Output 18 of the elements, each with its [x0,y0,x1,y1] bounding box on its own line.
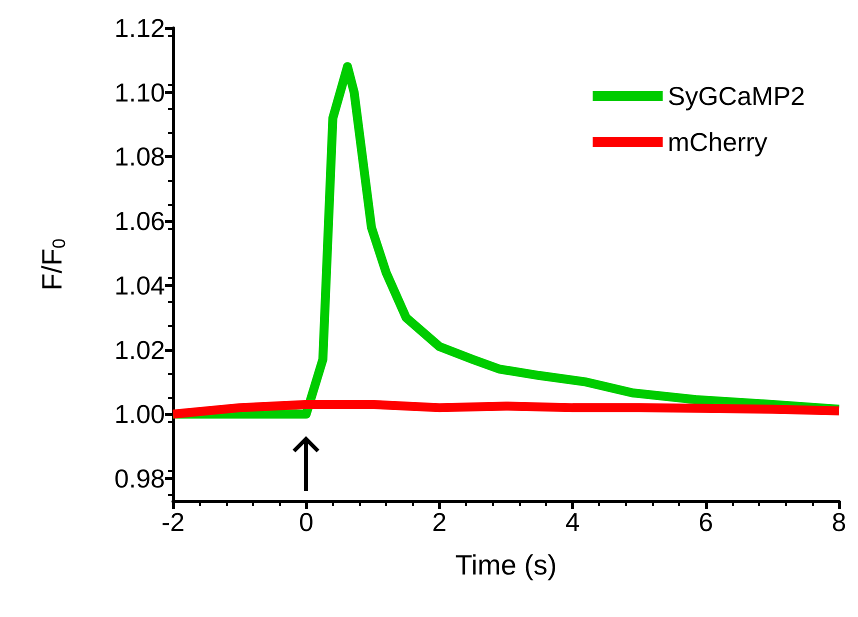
y-tick-label: 1.06 [114,206,165,236]
x-tick-label: 2 [432,507,447,537]
x-tick-label: 8 [832,507,846,537]
x-tick-label: 6 [698,507,714,537]
x-tick-label: 4 [565,507,580,537]
y-tick-label: 0.98 [114,463,165,494]
y-tick-label: 1.08 [114,142,165,172]
x-tick-label: -2 [161,507,185,537]
legend-label: SyGCaMP2 [668,81,806,111]
y-tick-label: 1.12 [114,13,165,43]
y-tick-label: 1.00 [114,399,165,430]
y-tick-label: 1.02 [114,334,165,365]
y-tick-label: 1.04 [114,270,165,300]
legend-label: mCherry [668,127,768,157]
y-tick-label: 1.10 [114,77,165,108]
x-tick-label: 0 [298,507,314,537]
y-axis-title: F/F0 [36,238,69,291]
x-axis-title: Time (s) [455,550,557,580]
